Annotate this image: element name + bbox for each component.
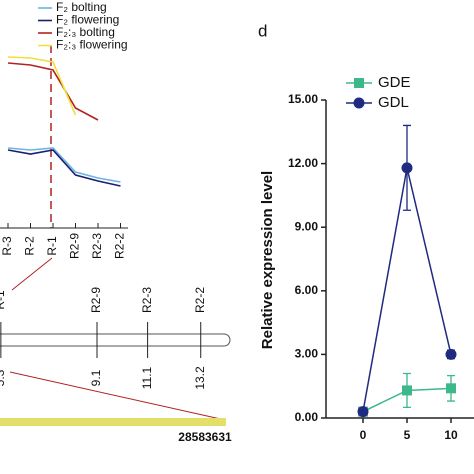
y-tick-label: 3.00	[295, 347, 319, 361]
marker-label: R2-2	[193, 287, 207, 313]
point	[446, 383, 456, 394]
x-tick-label: R2-9	[68, 233, 82, 259]
marker-position: 9.1	[89, 369, 103, 386]
point	[401, 162, 413, 174]
physical-bar	[0, 418, 226, 426]
legend-label: GDL	[378, 94, 409, 111]
series-line	[7, 147, 121, 183]
legend-label: F₂ flowering	[56, 13, 119, 27]
x-tick-label: 5	[404, 428, 411, 442]
point	[445, 348, 457, 360]
x-tick-label: R2-2	[113, 233, 127, 259]
series-line	[7, 149, 121, 187]
x-tick-label: R-3	[0, 236, 14, 256]
marker-label: R2-9	[89, 287, 103, 313]
legend-label: F₂:₃ flowering	[56, 38, 128, 52]
y-tick-label: 9.00	[295, 219, 319, 233]
legend-label: F₂ bolting	[56, 0, 107, 14]
series-line	[7, 56, 77, 116]
point	[357, 406, 369, 418]
connector	[11, 257, 53, 291]
y-tick-label: 15.00	[288, 92, 318, 106]
marker-position: 5.3	[0, 369, 7, 386]
panel-label: d	[258, 21, 267, 40]
y-tick-label: 6.00	[295, 283, 319, 297]
y-tick-label: 12.00	[288, 156, 318, 170]
legend-marker	[354, 78, 364, 88]
legend-label: GDE	[378, 74, 411, 91]
marker-position: 13.2	[193, 366, 207, 390]
legend-marker	[353, 97, 365, 109]
marker-label: R2-3	[140, 287, 154, 313]
x-tick-label: R2-3	[90, 233, 104, 259]
marker-position: 11.1	[140, 366, 154, 389]
legend-label: F₂:₃ bolting	[56, 25, 115, 39]
x-tick-label: R-1	[45, 236, 59, 256]
x-tick-label: 10	[444, 428, 458, 442]
series-line	[7, 62, 99, 121]
marker-label: R-1	[0, 290, 7, 310]
y-axis-label: Relative expression level	[259, 171, 276, 349]
end-label: 28583631	[178, 430, 232, 444]
y-tick-label: 0.00	[295, 410, 319, 424]
chromosome	[0, 333, 231, 347]
connector	[9, 371, 226, 421]
x-tick-label: R-2	[23, 236, 37, 256]
x-tick-label: 0	[360, 428, 367, 442]
point	[402, 385, 412, 396]
